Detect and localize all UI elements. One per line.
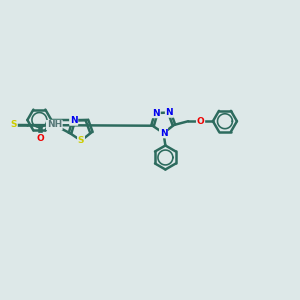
Text: O: O xyxy=(36,134,44,142)
Text: N: N xyxy=(70,116,77,125)
Text: NH: NH xyxy=(47,121,62,130)
Text: N: N xyxy=(152,109,160,118)
Text: N: N xyxy=(166,108,173,117)
Text: S: S xyxy=(11,121,17,130)
Text: S: S xyxy=(78,136,84,145)
Text: N: N xyxy=(160,129,167,138)
Text: O: O xyxy=(197,117,204,126)
